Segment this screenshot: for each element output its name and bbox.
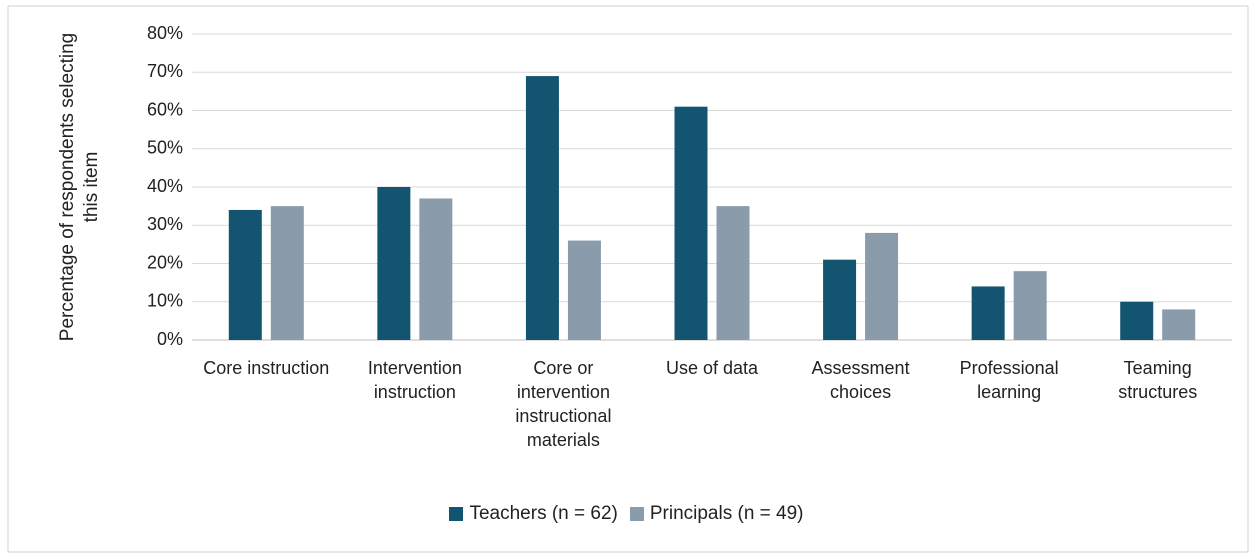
- y-tick-label: 0%: [157, 329, 183, 349]
- y-tick-label: 60%: [147, 99, 183, 119]
- y-tick-label: 50%: [147, 138, 183, 158]
- x-tick-label: Professional learning: [959, 358, 1059, 402]
- y-tick-label: 20%: [147, 252, 183, 272]
- legend-item: Principals (n = 49): [629, 503, 804, 525]
- bar: [674, 106, 708, 340]
- bar: [419, 198, 453, 340]
- x-tick-label: Use of data: [665, 358, 759, 378]
- y-tick-label: 70%: [147, 61, 183, 81]
- bar: [971, 286, 1005, 340]
- bar: [1162, 309, 1196, 340]
- y-tick-label: 40%: [147, 176, 183, 196]
- legend-swatch: [449, 507, 464, 521]
- legend-item: Teachers (n = 62): [449, 503, 618, 525]
- x-tick-label: Core or intervention instructional mater…: [515, 358, 612, 450]
- y-tick-label: 30%: [147, 214, 183, 234]
- y-axis-label: Percentage of respondents selecting this…: [57, 32, 102, 342]
- bar: [525, 76, 559, 340]
- y-tick-label: 80%: [147, 23, 183, 43]
- bar: [270, 206, 304, 340]
- x-tick-label: Assessment choices: [811, 358, 910, 402]
- x-tick-label: Intervention instruction: [367, 358, 462, 402]
- bar: [823, 259, 857, 340]
- bar: [228, 209, 262, 340]
- legend-label: Teachers (n = 62): [469, 503, 618, 524]
- bar: [1013, 271, 1047, 340]
- bar: [1120, 301, 1154, 340]
- y-tick-label: 10%: [147, 291, 183, 311]
- legend-swatch: [629, 507, 644, 521]
- legend: Teachers (n = 62) Principals (n = 49): [0, 503, 1253, 527]
- legend-label: Principals (n = 49): [649, 503, 804, 524]
- bar: [567, 240, 601, 340]
- bar: [865, 232, 899, 340]
- bar: [377, 187, 411, 340]
- bar: [716, 206, 750, 340]
- chart-border: [7, 5, 1249, 553]
- x-tick-label: Teaming structures: [1118, 358, 1198, 402]
- x-tick-label: Core instruction: [203, 358, 330, 378]
